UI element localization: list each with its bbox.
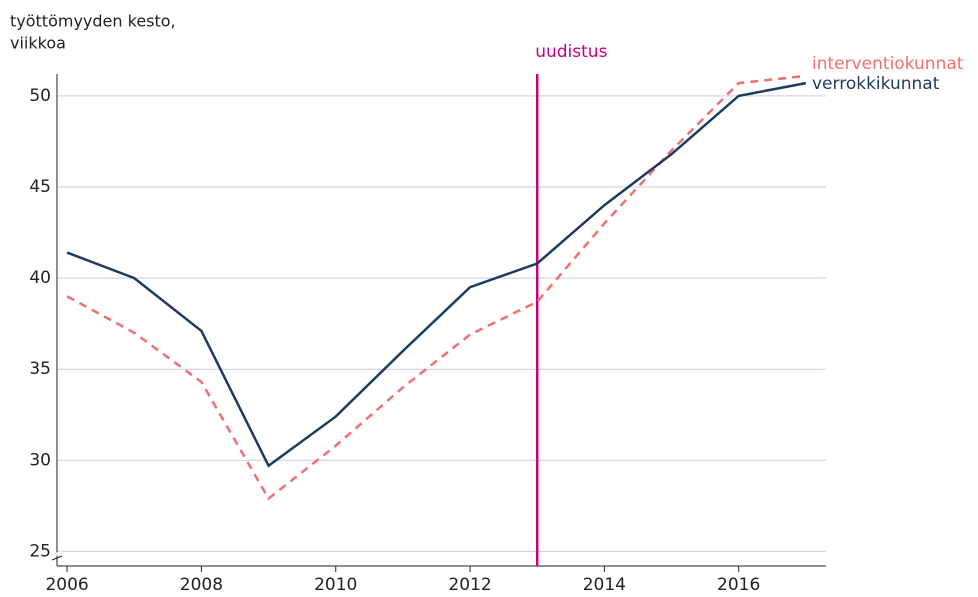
x-tick-label: 2008	[180, 575, 223, 595]
axis-break	[51, 555, 63, 561]
axis-break	[51, 550, 63, 558]
annotation: uudistus	[535, 42, 607, 62]
y-tick-label: 30	[29, 450, 51, 470]
y-axis-label: viikkoa	[10, 34, 66, 53]
x-tick-label: 2010	[314, 575, 357, 595]
y-tick-label: 45	[29, 177, 51, 197]
series-line	[66, 74, 806, 501]
series-label: interventiokunnat	[812, 54, 964, 74]
x-tick-label: 2016	[717, 575, 760, 595]
y-axis-label: työttömyyden kesto,	[10, 12, 176, 31]
y-tick-label: 50	[29, 86, 51, 106]
y-tick-label: 25	[29, 541, 51, 561]
y-tick-label: 35	[29, 359, 51, 379]
series-line	[66, 81, 807, 468]
x-tick-label: 2012	[448, 575, 491, 595]
series-label: verrokkikunnat	[812, 74, 940, 94]
x-tick-label: 2014	[583, 575, 626, 595]
y-tick-label: 40	[29, 268, 51, 288]
x-tick-label: 2006	[45, 575, 88, 595]
